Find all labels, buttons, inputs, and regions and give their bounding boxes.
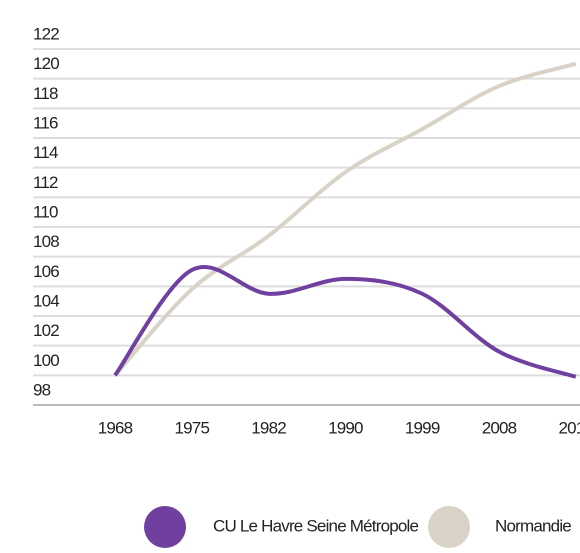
x-tick-label: 1968 (98, 418, 133, 437)
y-tick-label: 110 (33, 202, 58, 221)
y-tick-label: 102 (33, 321, 59, 340)
y-tick-label: 108 (33, 232, 59, 251)
series-line (113, 265, 577, 379)
y-tick-label: 112 (33, 173, 58, 192)
y-tick-label: 120 (33, 54, 59, 73)
legend-label: Normandie (495, 516, 571, 535)
y-tick-label: 114 (33, 143, 58, 162)
legend-label: CU Le Havre Seine Métropole (213, 516, 419, 535)
y-tick-label: 106 (33, 262, 59, 281)
series-line (113, 61, 577, 377)
x-tick-label: 2008 (482, 418, 517, 437)
y-tick-label: 118 (33, 84, 58, 103)
y-tick-label: 104 (33, 291, 59, 310)
y-tick-label: 98 (33, 380, 51, 399)
legend-swatch (428, 506, 470, 548)
x-tick-label: 2017 (558, 418, 580, 437)
legend-swatch (144, 506, 186, 548)
x-tick-label: 1982 (251, 418, 286, 437)
x-tick-label: 1975 (174, 418, 209, 437)
y-tick-label: 100 (33, 351, 59, 370)
x-tick-label: 1999 (405, 418, 440, 437)
y-tick-label: 122 (33, 24, 59, 43)
y-tick-label: 116 (33, 113, 58, 132)
x-tick-label: 1990 (328, 418, 363, 437)
